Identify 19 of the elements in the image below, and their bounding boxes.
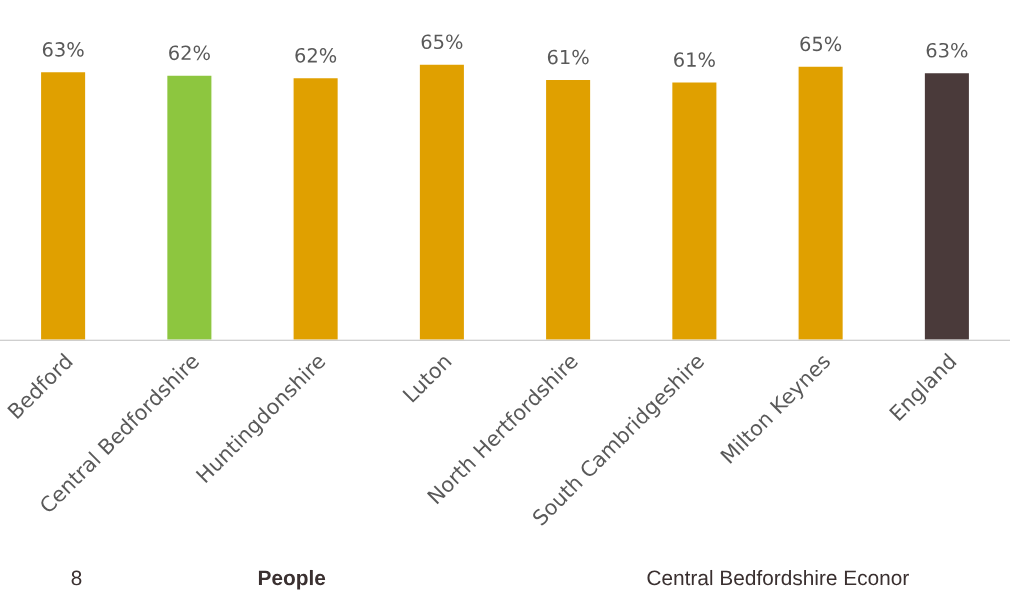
data-label: 63% <box>926 42 968 58</box>
bar <box>544 78 592 341</box>
data-label: 62% <box>169 45 210 61</box>
data-label: 61% <box>547 49 589 65</box>
data-label: 65% <box>800 36 842 52</box>
bar <box>165 74 213 341</box>
data-label: 63% <box>42 42 84 57</box>
text: People <box>258 569 326 590</box>
bar <box>292 76 340 341</box>
data-label: 65% <box>421 34 463 50</box>
bar <box>797 65 845 341</box>
data-label: 62% <box>295 47 337 63</box>
bar <box>923 71 971 341</box>
text: Central Bedfordshire Econor <box>647 569 909 586</box>
bar <box>418 63 466 341</box>
bar <box>670 81 718 341</box>
bar <box>39 70 87 341</box>
text: 8 <box>71 570 82 586</box>
data-label: 61% <box>674 52 715 67</box>
